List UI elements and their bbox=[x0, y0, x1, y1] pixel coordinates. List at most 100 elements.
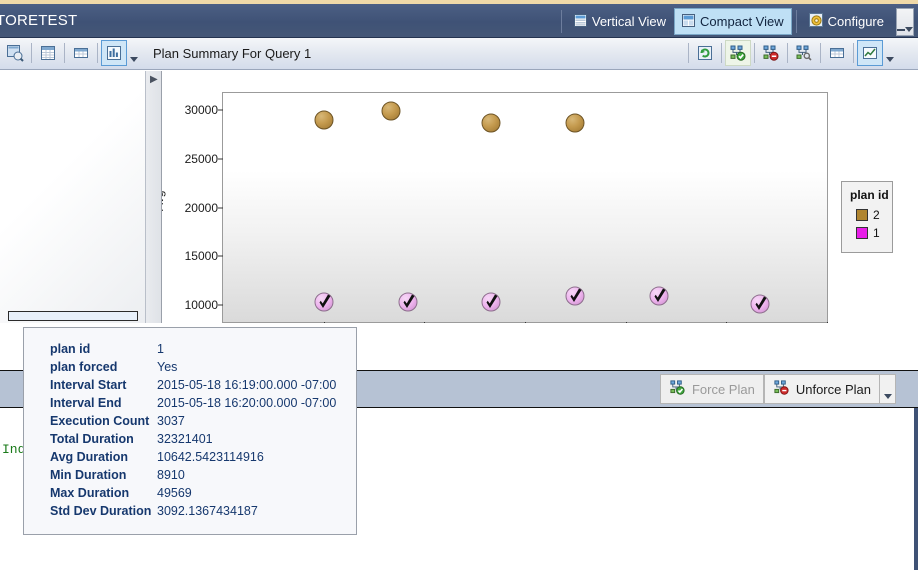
legend-swatch bbox=[856, 227, 868, 239]
unforce-plan-icon[interactable] bbox=[758, 40, 784, 66]
toolbar-separator bbox=[795, 10, 797, 33]
chevron-down-icon bbox=[129, 57, 138, 62]
left-pane-footer-strip bbox=[8, 311, 138, 321]
x-axis-tick-mark bbox=[323, 322, 325, 323]
tooltip-key: Execution Count bbox=[50, 414, 150, 428]
grid-view-icon[interactable] bbox=[824, 40, 850, 66]
toolbar-left-group bbox=[2, 40, 140, 66]
plan-action-buttons: Force Plan Unforce Plan bbox=[659, 374, 896, 404]
plan-marker-circle bbox=[565, 113, 585, 133]
chart-data-point[interactable] bbox=[398, 292, 418, 312]
plan-marker-circle bbox=[314, 110, 334, 130]
chart-data-point[interactable] bbox=[314, 292, 334, 312]
results-text: Ind bbox=[2, 442, 26, 457]
unforce-plan-button[interactable]: Unforce Plan bbox=[763, 374, 880, 404]
gear-icon bbox=[808, 13, 823, 30]
page-title: Plan Summary For Query 1 bbox=[153, 46, 312, 61]
legend-title: plan id bbox=[850, 188, 889, 202]
tooltip-value: 10642.5423114916 bbox=[157, 450, 264, 464]
compact-view-button[interactable]: Compact View bbox=[674, 8, 792, 35]
chevron-down-icon bbox=[885, 57, 894, 62]
toolbar-separator bbox=[820, 43, 821, 63]
toolbar-left-overflow-button[interactable] bbox=[127, 40, 140, 66]
configure-button[interactable]: Configure bbox=[801, 8, 892, 35]
tooltip-key: Std Dev Duration bbox=[50, 504, 152, 518]
tooltip-key: plan forced bbox=[50, 360, 118, 374]
refresh-icon[interactable] bbox=[692, 40, 718, 66]
query-window-icon[interactable] bbox=[2, 40, 28, 66]
tooltip-value: 1 bbox=[157, 342, 164, 356]
legend-item: 2 bbox=[856, 208, 884, 222]
y-axis-tick-mark bbox=[218, 304, 223, 306]
tooltip-value: 32321401 bbox=[157, 432, 213, 446]
toolbar-separator bbox=[754, 43, 755, 63]
y-axis-tick-label: 20000 bbox=[184, 200, 218, 215]
view-mode-buttons: Vertical View Compact View bbox=[557, 8, 892, 35]
unforce-plan-icon bbox=[773, 379, 790, 399]
plan-summary-toolbar bbox=[0, 38, 918, 70]
toolbar-right-overflow-button[interactable] bbox=[883, 40, 896, 66]
chart-data-point[interactable] bbox=[565, 113, 585, 133]
legend-label: 2 bbox=[873, 208, 880, 222]
y-axis-tick-mark bbox=[218, 109, 223, 111]
chart-legend: plan id 2 1 bbox=[841, 181, 893, 253]
chart-data-point[interactable] bbox=[565, 286, 585, 306]
chart-data-point[interactable] bbox=[481, 292, 501, 312]
toolbar-right-group bbox=[685, 40, 896, 66]
chart-data-point[interactable] bbox=[314, 110, 334, 130]
force-plan-button[interactable]: Force Plan bbox=[659, 374, 764, 404]
pane-splitter[interactable]: ▶ bbox=[146, 71, 162, 323]
toolbar-separator bbox=[64, 43, 65, 63]
top-accent-strip bbox=[0, 0, 918, 4]
tooltip-value: 2015-05-18 16:19:00.000 -07:00 bbox=[157, 378, 337, 392]
table-grid-icon[interactable] bbox=[68, 40, 94, 66]
compare-plans-icon[interactable] bbox=[791, 40, 817, 66]
grid-results-icon[interactable] bbox=[35, 40, 61, 66]
force-plan-label: Force Plan bbox=[691, 381, 755, 397]
tooltip-key: Interval End bbox=[50, 396, 122, 410]
plan-actions-overflow-button[interactable] bbox=[880, 374, 896, 404]
x-axis-tick-mark bbox=[424, 322, 426, 323]
x-axis-tick-mark bbox=[625, 322, 627, 323]
x-axis-tick-mark bbox=[726, 322, 728, 323]
plan-marker-circle bbox=[381, 101, 401, 121]
tooltip-key: plan id bbox=[50, 342, 91, 356]
line-chart-icon[interactable] bbox=[857, 40, 883, 66]
tooltip-row: Total Duration 32321401 bbox=[24, 430, 356, 448]
tooltip-value: 49569 bbox=[157, 486, 192, 500]
x-axis-tick-mark bbox=[525, 322, 526, 323]
tooltip-row: plan forced Yes bbox=[24, 358, 356, 376]
tooltip-row: Avg Duration 10642.5423114916 bbox=[24, 448, 356, 466]
titlebar-overflow-button[interactable] bbox=[896, 8, 914, 36]
expand-chevron-icon[interactable]: ▶ bbox=[150, 74, 158, 85]
chart-data-point[interactable] bbox=[481, 113, 501, 133]
plan-marker-circle bbox=[481, 113, 501, 133]
force-plan-icon bbox=[669, 379, 686, 399]
tooltip-row: Max Duration 49569 bbox=[24, 484, 356, 502]
forced-plan-marker-icon bbox=[649, 286, 669, 306]
forced-plan-marker-icon bbox=[565, 286, 585, 306]
force-plan-icon[interactable] bbox=[725, 40, 751, 66]
chart-data-point[interactable] bbox=[381, 101, 401, 121]
tooltip-value: 2015-05-18 16:20:00.000 -07:00 bbox=[157, 396, 337, 410]
compact-view-label: Compact View bbox=[700, 14, 784, 29]
vertical-view-icon bbox=[573, 13, 587, 30]
bar-chart-icon[interactable] bbox=[101, 40, 127, 66]
plan-details-tooltip: plan id 1 plan forced Yes Interval Start 2015… bbox=[23, 327, 357, 535]
vertical-view-label: Vertical View bbox=[591, 14, 667, 29]
chart-plot-area[interactable]: 10000150002000025000300004:20 PM4:21 PM4… bbox=[185, 92, 828, 323]
compact-view-icon bbox=[682, 13, 696, 30]
y-axis-tick-label: 30000 bbox=[184, 103, 218, 118]
vertical-view-button[interactable]: Vertical View bbox=[566, 8, 674, 35]
chart-data-point[interactable] bbox=[750, 294, 770, 314]
y-axis-tick-label: 25000 bbox=[184, 151, 218, 166]
chart-data-point[interactable] bbox=[649, 286, 669, 306]
y-axis-label: Avg bbox=[162, 190, 166, 211]
overflow-bar bbox=[897, 29, 905, 31]
tooltip-key: Total Duration bbox=[50, 432, 134, 446]
legend-swatch bbox=[856, 209, 868, 221]
plan-summary-chart: Avg 10000150002000025000300004:20 PM4:21… bbox=[162, 71, 918, 323]
left-detail-pane bbox=[0, 71, 146, 323]
toolbar-separator bbox=[97, 43, 98, 63]
